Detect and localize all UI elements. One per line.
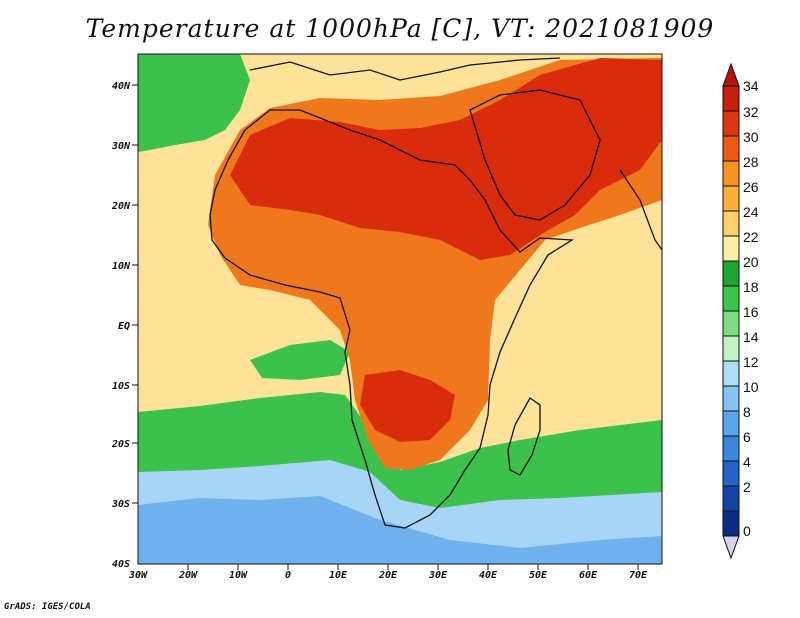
colorbar: 34 32 30 28 26 24 22 20 18 16 14 12 10 8… — [722, 62, 759, 560]
lon-label: 60E — [579, 570, 598, 581]
north-atlantic-green — [138, 54, 250, 152]
lon-label: 20E — [378, 570, 398, 581]
credit-footer: GrADS: IGES/COLA — [4, 602, 91, 612]
temperature-field — [138, 54, 662, 564]
colorbar-swatch — [722, 385, 740, 412]
southern-africa-hot — [360, 370, 455, 442]
southern-cool-band — [138, 496, 662, 564]
lon-axis: 30W 20W 10W 0 10E 20E 30E 40E 50E 60E 70… — [128, 564, 648, 581]
colorbar-swatch — [722, 85, 740, 112]
colorbar-swatch — [722, 510, 740, 537]
colorbar-swatch — [722, 435, 740, 462]
lon-label: 20W — [178, 570, 198, 581]
lat-label: 40N — [112, 81, 131, 92]
colorbar-label: 28 — [743, 154, 759, 170]
lon-label: 0 — [285, 570, 291, 581]
colorbar-swatch — [722, 460, 740, 487]
colorbar-swatch — [722, 285, 740, 312]
coastlines — [209, 57, 662, 529]
colorbar-swatch — [722, 210, 740, 237]
colorbar-label: 30 — [743, 129, 759, 145]
colorbar-label: 16 — [743, 304, 759, 320]
colorbar-swatch — [722, 135, 740, 162]
lat-label: EQ — [118, 321, 130, 332]
lat-label: 20N — [111, 201, 131, 212]
colorbar-label: 12 — [743, 354, 759, 370]
colorbar-swatches — [722, 85, 740, 537]
madagascar-coastline — [507, 397, 541, 476]
lat-label: 10S — [112, 381, 130, 392]
lat-label: 40S — [112, 559, 130, 570]
map-title: Temperature at 1000hPa [C], VT: 20210819… — [85, 14, 715, 43]
lon-label: 30W — [128, 570, 148, 581]
colorbar-label: 18 — [743, 279, 759, 295]
colorbar-swatch — [722, 160, 740, 187]
colorbar-label: 4 — [743, 454, 751, 470]
colorbar-bottom-arrow — [722, 535, 740, 560]
europe-coastline — [249, 57, 561, 81]
lon-label: 10W — [229, 570, 248, 581]
colorbar-swatch — [722, 360, 740, 387]
map-frame — [137, 53, 663, 565]
colorbar-swatch — [722, 185, 740, 212]
lon-label: 70E — [629, 570, 648, 581]
colorbar-label: 10 — [743, 379, 759, 395]
colorbar-label: 26 — [743, 179, 759, 195]
colorbar-label: 34 — [743, 78, 759, 94]
land-hot-field — [230, 58, 662, 260]
colorbar-swatch — [722, 110, 740, 137]
colorbar-swatch — [722, 410, 740, 437]
colorbar-label: 2 — [743, 479, 751, 495]
colorbar-label: 6 — [743, 429, 751, 445]
arabia-coastline — [469, 89, 601, 221]
lat-label: 30S — [111, 499, 130, 510]
colorbar-label: 24 — [743, 204, 759, 220]
lat-label: 20S — [111, 439, 130, 450]
lat-axis: 40N 30N 20N 10N EQ 10S 20S 30S 40S — [111, 81, 138, 570]
lat-label: 30N — [111, 141, 131, 152]
colorbar-top-arrow — [722, 62, 740, 87]
colorbar-label: 14 — [743, 329, 759, 345]
colorbar-swatch — [722, 235, 740, 262]
lon-label: 30E — [428, 570, 448, 581]
lon-label: 10E — [329, 570, 348, 581]
colorbar-swatch — [722, 485, 740, 512]
colorbar-swatch — [722, 260, 740, 287]
colorbar-label: 20 — [743, 254, 759, 270]
equatorial-green — [250, 340, 350, 380]
lon-label: 50E — [529, 570, 548, 581]
colorbar-label: 0 — [743, 523, 751, 539]
lat-label: 10N — [112, 261, 131, 272]
colorbar-swatch — [722, 335, 740, 362]
lon-label: 40E — [479, 570, 498, 581]
africa-coastline — [209, 109, 575, 529]
colorbar-label: 32 — [743, 104, 759, 120]
india-coastline — [619, 169, 662, 251]
colorbar-label: 22 — [743, 229, 759, 245]
colorbar-labels: 34 32 30 28 26 24 22 20 18 16 14 12 10 8… — [743, 78, 759, 539]
colorbar-swatch — [722, 310, 740, 337]
colorbar-label: 8 — [743, 404, 751, 420]
